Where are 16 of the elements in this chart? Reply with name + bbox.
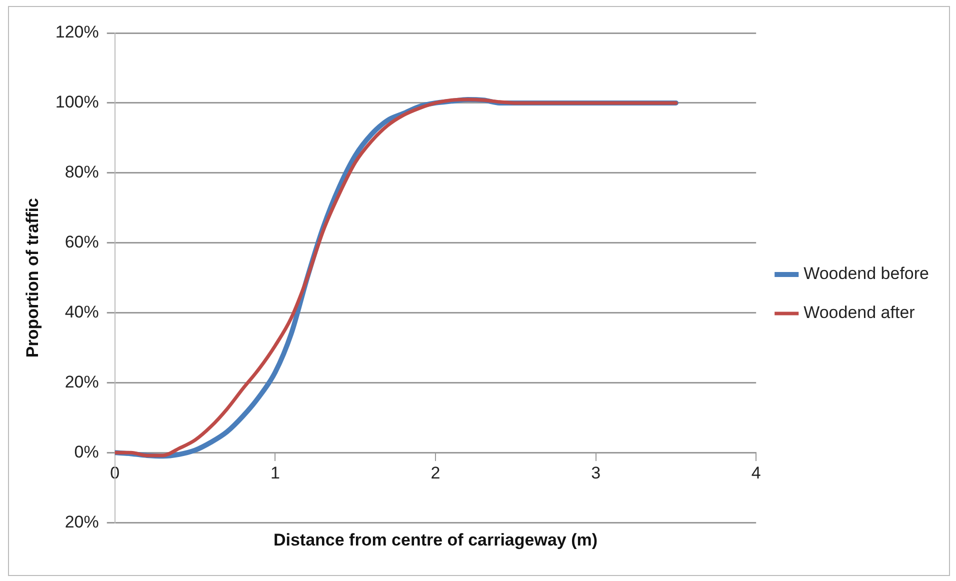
x-tick-label: 1 (270, 464, 280, 483)
y-tick-label: 120% (55, 22, 99, 42)
legend-label: Woodend after (804, 303, 916, 322)
y-tick-label: 100% (55, 92, 99, 112)
y-tick-label: 80% (64, 162, 99, 182)
x-axis-title: Distance from centre of carriageway (m) (273, 530, 598, 550)
y-tick-label: 20% (64, 512, 99, 532)
y-tick-label: 60% (64, 232, 99, 252)
y-tick-label: 20% (64, 372, 99, 392)
y-tick-label: 40% (64, 302, 99, 322)
y-axis-title: Proportion of traffic (22, 198, 42, 358)
x-tick-label: 2 (430, 464, 440, 483)
x-tick-label: 4 (751, 464, 761, 483)
legend-label: Woodend before (804, 264, 930, 284)
x-tick-label: 3 (591, 464, 601, 483)
y-tick-label: 0% (74, 442, 99, 462)
